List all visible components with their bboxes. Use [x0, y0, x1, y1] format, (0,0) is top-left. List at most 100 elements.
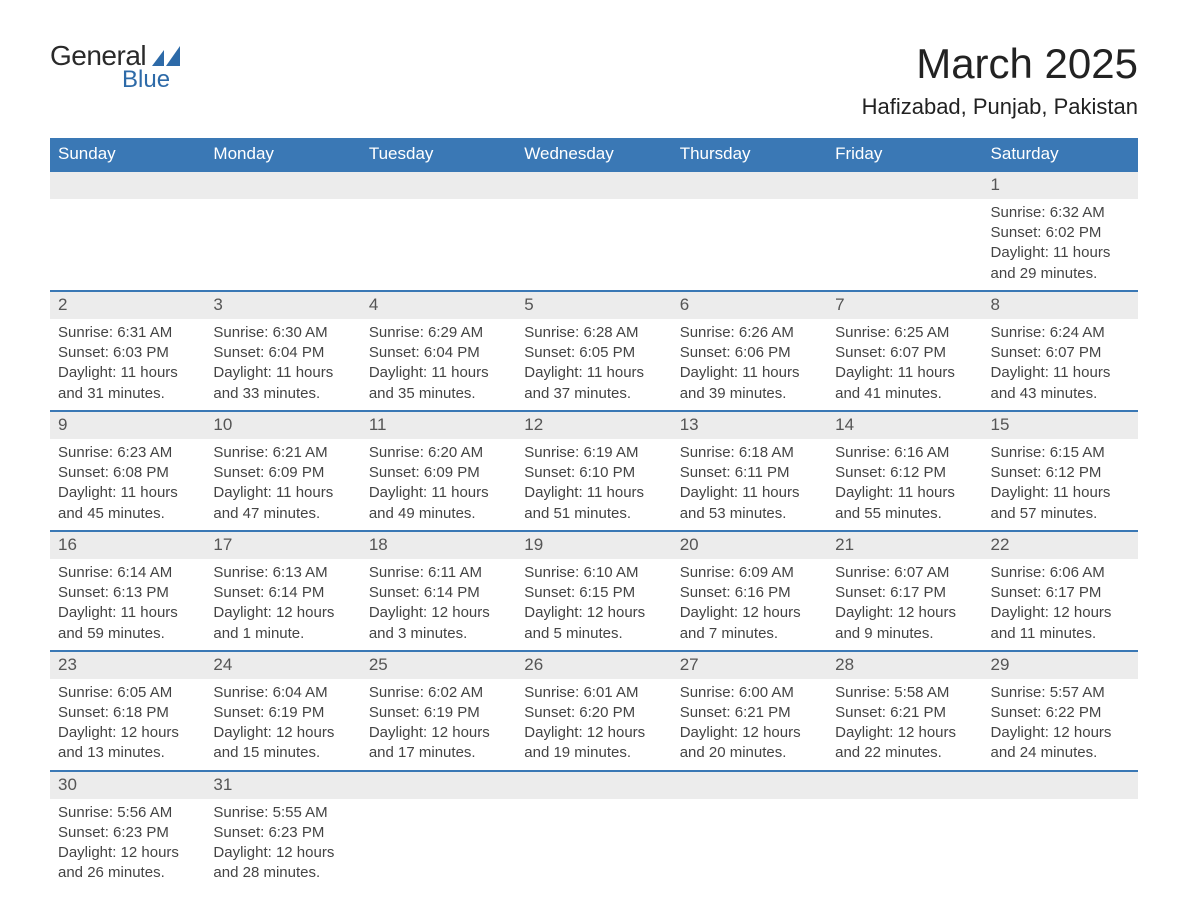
day-number-cell: 3: [205, 291, 360, 319]
day-day2: and 43 minutes.: [991, 384, 1130, 404]
day-number-cell: 5: [516, 291, 671, 319]
day-number-cell: [361, 771, 516, 799]
day-detail-cell: [361, 199, 516, 291]
day-number-cell: 31: [205, 771, 360, 799]
detail-row: Sunrise: 6:32 AMSunset: 6:02 PMDaylight:…: [50, 199, 1138, 291]
day-detail-cell: Sunrise: 6:13 AMSunset: 6:14 PMDaylight:…: [205, 559, 360, 651]
day-day1: Daylight: 12 hours: [991, 603, 1130, 623]
day-detail-cell: Sunrise: 6:00 AMSunset: 6:21 PMDaylight:…: [672, 679, 827, 771]
day-day1: Daylight: 11 hours: [835, 363, 974, 383]
day-sunrise: Sunrise: 6:18 AM: [680, 443, 819, 463]
detail-row: Sunrise: 6:14 AMSunset: 6:13 PMDaylight:…: [50, 559, 1138, 651]
day-detail-cell: [672, 199, 827, 291]
day-detail-cell: Sunrise: 6:01 AMSunset: 6:20 PMDaylight:…: [516, 679, 671, 771]
day-number-cell: 27: [672, 651, 827, 679]
day-sunset: Sunset: 6:12 PM: [835, 463, 974, 483]
day-day2: and 1 minute.: [213, 624, 352, 644]
day-detail-cell: Sunrise: 6:28 AMSunset: 6:05 PMDaylight:…: [516, 319, 671, 411]
day-detail-cell: [516, 199, 671, 291]
daynum-row: 1: [50, 171, 1138, 199]
day-day2: and 24 minutes.: [991, 743, 1130, 763]
day-day2: and 55 minutes.: [835, 504, 974, 524]
day-sunrise: Sunrise: 6:26 AM: [680, 323, 819, 343]
day-number-cell: [983, 771, 1138, 799]
day-day1: Daylight: 11 hours: [213, 363, 352, 383]
day-number-cell: 21: [827, 531, 982, 559]
day-day1: Daylight: 11 hours: [58, 603, 197, 623]
day-day1: Daylight: 11 hours: [58, 483, 197, 503]
day-detail-cell: Sunrise: 6:05 AMSunset: 6:18 PMDaylight:…: [50, 679, 205, 771]
day-sunset: Sunset: 6:23 PM: [213, 823, 352, 843]
day-detail-cell: Sunrise: 6:06 AMSunset: 6:17 PMDaylight:…: [983, 559, 1138, 651]
day-sunrise: Sunrise: 6:00 AM: [680, 683, 819, 703]
day-number-cell: [827, 171, 982, 199]
day-sunrise: Sunrise: 5:58 AM: [835, 683, 974, 703]
day-sunset: Sunset: 6:08 PM: [58, 463, 197, 483]
day-day2: and 3 minutes.: [369, 624, 508, 644]
day-number-cell: [205, 171, 360, 199]
day-sunset: Sunset: 6:07 PM: [991, 343, 1130, 363]
day-number-cell: 22: [983, 531, 1138, 559]
day-detail-cell: Sunrise: 6:04 AMSunset: 6:19 PMDaylight:…: [205, 679, 360, 771]
day-day1: Daylight: 11 hours: [991, 243, 1130, 263]
day-sunrise: Sunrise: 6:09 AM: [680, 563, 819, 583]
daynum-row: 2345678: [50, 291, 1138, 319]
day-detail-cell: Sunrise: 6:25 AMSunset: 6:07 PMDaylight:…: [827, 319, 982, 411]
day-day2: and 31 minutes.: [58, 384, 197, 404]
day-sunrise: Sunrise: 6:21 AM: [213, 443, 352, 463]
weekday-header-row: Sunday Monday Tuesday Wednesday Thursday…: [50, 138, 1138, 171]
day-sunset: Sunset: 6:14 PM: [369, 583, 508, 603]
day-sunset: Sunset: 6:20 PM: [524, 703, 663, 723]
day-detail-cell: Sunrise: 6:26 AMSunset: 6:06 PMDaylight:…: [672, 319, 827, 411]
day-sunrise: Sunrise: 6:28 AM: [524, 323, 663, 343]
detail-row: Sunrise: 6:05 AMSunset: 6:18 PM Daylight:…: [50, 679, 1138, 771]
day-detail-cell: Sunrise: 6:18 AMSunset: 6:11 PMDaylight:…: [672, 439, 827, 531]
day-sunset: Sunset: 6:18 PM: [58, 703, 197, 723]
day-detail-cell: Sunrise: 6:21 AMSunset: 6:09 PMDaylight:…: [205, 439, 360, 531]
day-sunset: Sunset: 6:17 PM: [991, 583, 1130, 603]
day-detail-cell: Sunrise: 5:57 AMSunset: 6:22 PMDaylight:…: [983, 679, 1138, 771]
day-sunrise: Sunrise: 6:23 AM: [58, 443, 197, 463]
day-day1: Daylight: 11 hours: [524, 363, 663, 383]
day-sunrise: Sunrise: 6:24 AM: [991, 323, 1130, 343]
day-sunset: Sunset: 6:12 PM: [991, 463, 1130, 483]
day-detail-cell: Sunrise: 6:24 AMSunset: 6:07 PMDaylight:…: [983, 319, 1138, 411]
day-day2: and 5 minutes.: [524, 624, 663, 644]
day-detail-cell: Sunrise: 6:23 AMSunset: 6:08 PMDaylight:…: [50, 439, 205, 531]
day-number-cell: 23: [50, 651, 205, 679]
day-number-cell: 15: [983, 411, 1138, 439]
day-day2: and 15 minutes.: [213, 743, 352, 763]
day-number-cell: 8: [983, 291, 1138, 319]
day-sunset: Sunset: 6:11 PM: [680, 463, 819, 483]
day-day2: and 33 minutes.: [213, 384, 352, 404]
day-sunrise: Sunrise: 6:16 AM: [835, 443, 974, 463]
day-day2: and 57 minutes.: [991, 504, 1130, 524]
detail-row: Sunrise: 5:56 AMSunset: 6:23 PMDaylight:…: [50, 799, 1138, 890]
day-sunrise: Sunrise: 6:04 AM: [213, 683, 352, 703]
day-sunset: Sunset: 6:22 PM: [991, 703, 1130, 723]
weekday-header: Sunday: [50, 138, 205, 171]
day-day2: and 29 minutes.: [991, 264, 1130, 284]
day-day2: and 17 minutes.: [369, 743, 508, 763]
day-number-cell: 28: [827, 651, 982, 679]
day-number-cell: 29: [983, 651, 1138, 679]
day-sunrise: Sunrise: 6:20 AM: [369, 443, 508, 463]
day-sunrise: Sunrise: 6:05 AM: [58, 683, 197, 703]
day-day2: and 22 minutes.: [835, 743, 974, 763]
day-day1: Daylight: 12 hours: [213, 723, 352, 743]
day-day1: Daylight: 11 hours: [524, 483, 663, 503]
day-day1: Daylight: 12 hours: [369, 603, 508, 623]
day-day1: Daylight: 11 hours: [991, 483, 1130, 503]
weekday-header: Friday: [827, 138, 982, 171]
logo-text-blue: Blue: [122, 66, 170, 94]
day-sunset: Sunset: 6:10 PM: [524, 463, 663, 483]
day-day1: Daylight: 11 hours: [369, 483, 508, 503]
day-sunrise: Sunrise: 5:57 AM: [991, 683, 1130, 703]
day-detail-cell: [361, 799, 516, 890]
day-detail-cell: Sunrise: 6:11 AMSunset: 6:14 PMDaylight:…: [361, 559, 516, 651]
day-sunset: Sunset: 6:03 PM: [58, 343, 197, 363]
day-day2: and 35 minutes.: [369, 384, 508, 404]
day-day2: and 20 minutes.: [680, 743, 819, 763]
day-day2: and 11 minutes.: [991, 624, 1130, 644]
day-sunset: Sunset: 6:21 PM: [680, 703, 819, 723]
